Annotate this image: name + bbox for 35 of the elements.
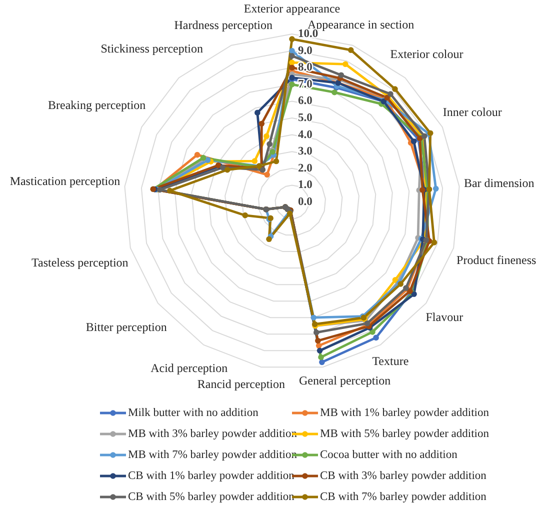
legend-label: MB with 5% barley powder addition (320, 428, 489, 440)
spoke-label: Mastication perception (10, 174, 120, 188)
y-tick-label: 6.0 (298, 95, 313, 108)
spoke-label: Bar dimension (464, 176, 534, 190)
legend-label: MB with 3% barley powder addition (128, 428, 297, 440)
y-tick-label: 1.0 (298, 179, 313, 192)
legend-label: CB with 3% barley powder addition (320, 470, 486, 482)
y-tick-label: 9.0 (298, 44, 313, 57)
spoke-label: Texture (372, 354, 409, 368)
y-tick-label: 2.0 (298, 162, 313, 174)
y-tick-label: 5.0 (298, 112, 313, 124)
spoke-label: Acid perception (150, 361, 228, 376)
spoke-label: Rancid perception (197, 377, 286, 392)
spoke-label: Bitter perception (86, 320, 167, 334)
legend-label: MB with 1% barley powder addition (320, 406, 489, 418)
spoke-label: Hardness perception (174, 18, 273, 32)
spoke-label: Stickiness perception (100, 41, 204, 56)
y-tick-label: 3.0 (298, 146, 313, 158)
y-tick-label: 4.0 (298, 128, 313, 141)
legend-label: Milk butter with no addition (128, 406, 258, 418)
spoke-label: General perception (298, 373, 391, 388)
spoke-label: Breaking perception (48, 98, 146, 112)
legend-label: CB with 5% barley powder addition (128, 490, 294, 502)
y-tick-label: 0.0 (298, 196, 313, 208)
legend-label: CB with 7% barley powder addition (320, 490, 486, 502)
spoke-label: Exterior appearance (244, 1, 340, 16)
legend-label: MB with 7% barley powder addition (128, 448, 297, 460)
y-tick-label: 7.0 (298, 78, 313, 90)
spoke-label: Flavour (426, 310, 464, 324)
legend-label: CB with 1% barley powder addition (128, 470, 294, 482)
spoke-label: Exterior colour (390, 47, 464, 62)
spoke-label: Inner colour (442, 105, 502, 120)
spoke-label: Product fineness (456, 253, 537, 268)
legend-label: Cocoa butter with no addition (320, 448, 458, 460)
spoke-label: Tasteless perception (32, 255, 128, 270)
